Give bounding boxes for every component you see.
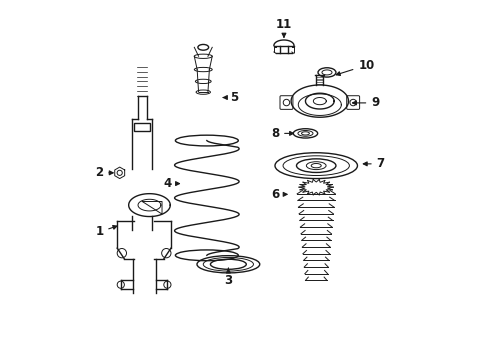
Text: 10: 10 [336,59,374,76]
Text: 8: 8 [270,127,293,140]
Text: 6: 6 [270,188,286,201]
Text: 1: 1 [95,225,117,238]
Text: 5: 5 [223,91,237,104]
Text: 9: 9 [352,96,379,109]
Text: 11: 11 [275,18,291,37]
Text: 2: 2 [95,166,113,179]
Text: 4: 4 [163,177,179,190]
Text: 3: 3 [224,268,232,287]
Text: 7: 7 [363,157,384,170]
